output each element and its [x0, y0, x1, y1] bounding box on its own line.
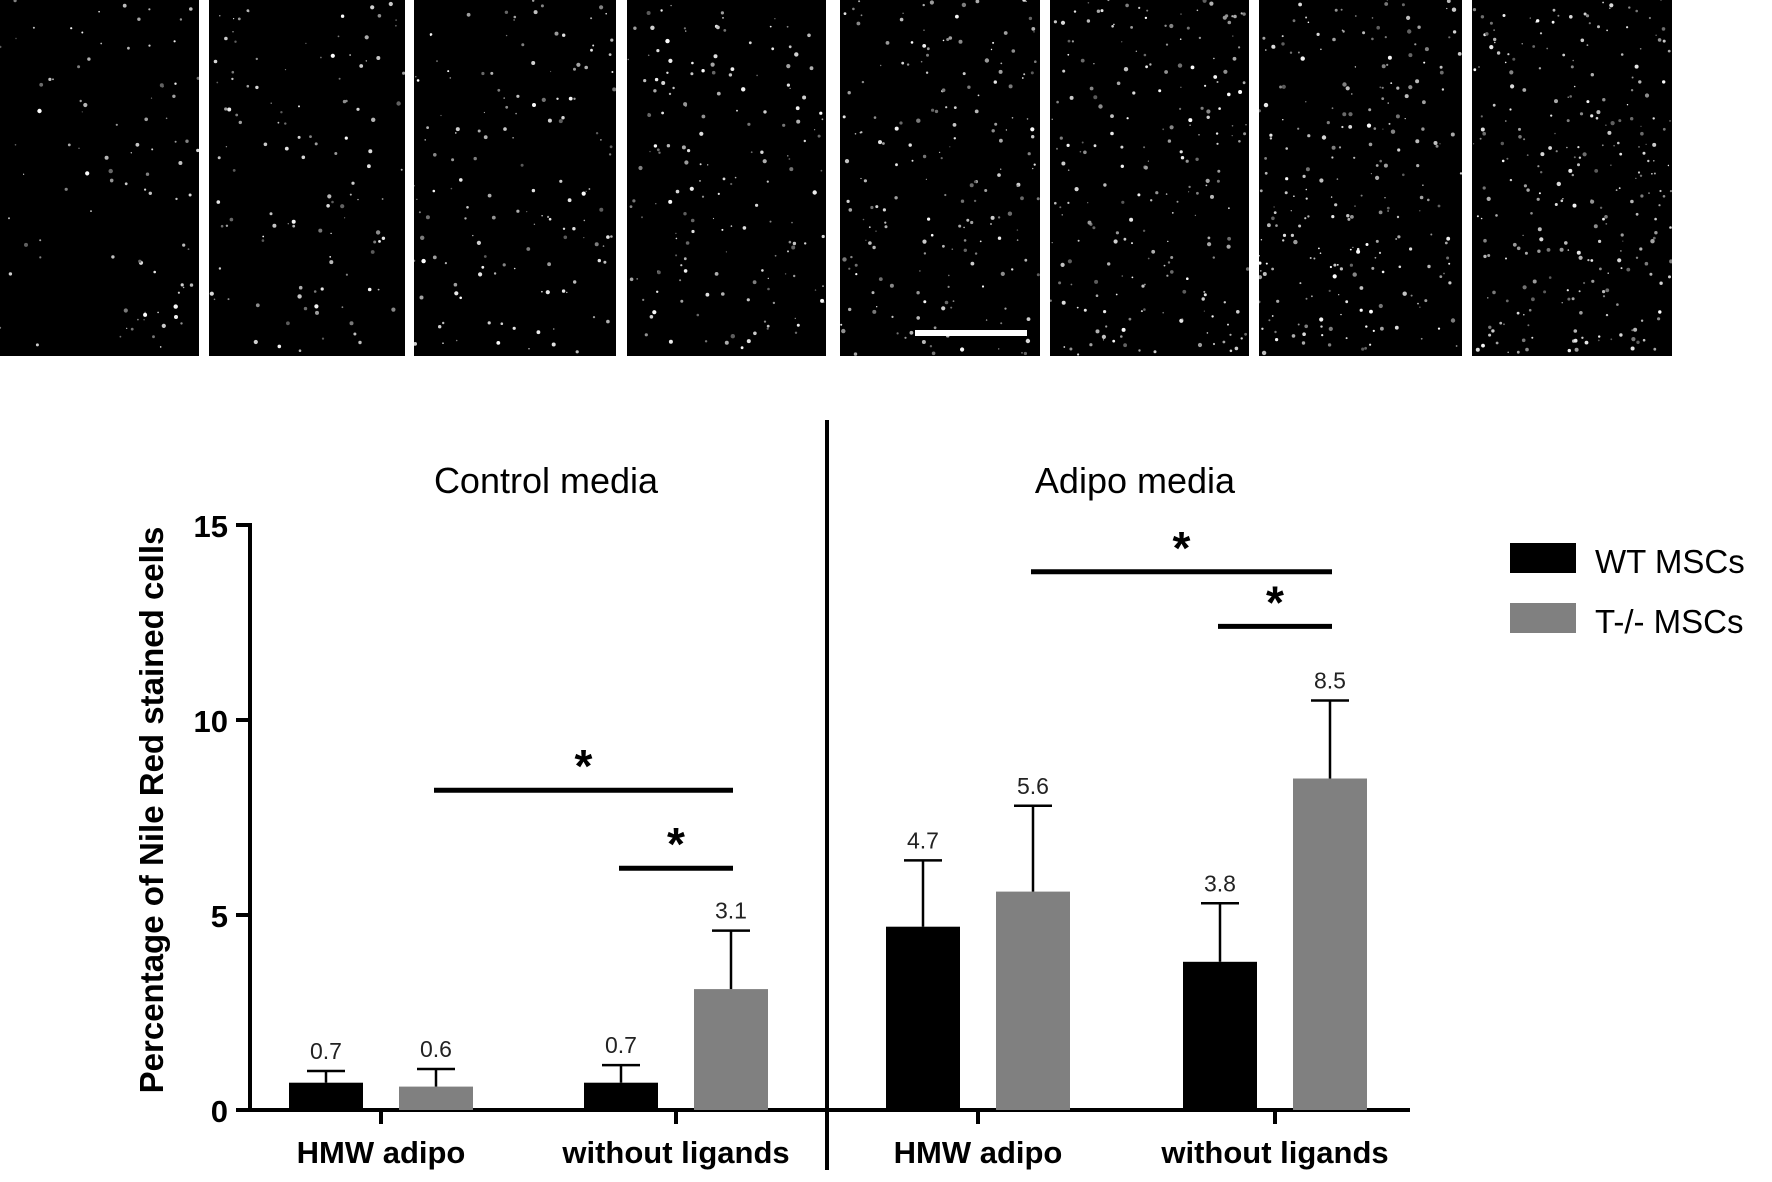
micrograph-panel	[627, 0, 826, 356]
x-tick-label: HMW adipo	[894, 1135, 1063, 1170]
y-tick-label: 5	[211, 899, 228, 934]
legend-label-wt: WT MSCs	[1595, 543, 1745, 580]
micrograph-panel	[1050, 0, 1249, 356]
data-label: 0.6	[420, 1036, 452, 1062]
data-label: 3.1	[715, 898, 747, 924]
bar-wt	[886, 926, 960, 1110]
bar-ko	[996, 891, 1070, 1110]
legend-swatch-ko	[1510, 603, 1576, 633]
bar-ko	[694, 989, 768, 1110]
significance-star: *	[667, 818, 685, 870]
legend-swatch-wt	[1510, 543, 1576, 573]
data-label: 4.7	[907, 827, 939, 853]
legend-label-ko: T-/- MSCs	[1595, 603, 1743, 640]
y-axis-label: Percentage of Nile Red stained cells	[133, 527, 170, 1094]
bar-wt	[1183, 961, 1257, 1110]
micrograph-panel	[414, 0, 616, 356]
y-tick-label: 15	[194, 509, 228, 544]
x-tick-label: HMW adipo	[297, 1135, 466, 1170]
significance-star: *	[575, 740, 593, 792]
panel-title-control: Control media	[434, 460, 659, 501]
micrograph-panel	[840, 0, 1040, 356]
micrograph-panel	[1259, 0, 1462, 356]
data-label: 3.8	[1204, 870, 1236, 896]
scale-bar	[915, 330, 1027, 336]
micrograph-panel	[209, 0, 405, 356]
bar-ko	[1293, 778, 1367, 1110]
x-tick-label: without ligands	[561, 1135, 789, 1170]
data-label: 5.6	[1017, 773, 1049, 799]
data-label: 0.7	[605, 1032, 637, 1058]
micrograph-panel	[1472, 0, 1672, 356]
bar-wt	[289, 1082, 363, 1110]
significance-star: *	[1266, 576, 1284, 628]
x-tick-label: without ligands	[1160, 1135, 1388, 1170]
data-label: 8.5	[1314, 668, 1346, 694]
data-label: 0.7	[310, 1038, 342, 1064]
panel-title-adipo: Adipo media	[1035, 460, 1236, 501]
micrograph-panel	[0, 0, 199, 356]
significance-star: *	[1173, 522, 1191, 574]
bar-ko	[399, 1086, 473, 1110]
bar-wt	[584, 1082, 658, 1110]
y-tick-label: 10	[194, 704, 228, 739]
y-tick-label: 0	[211, 1094, 228, 1129]
